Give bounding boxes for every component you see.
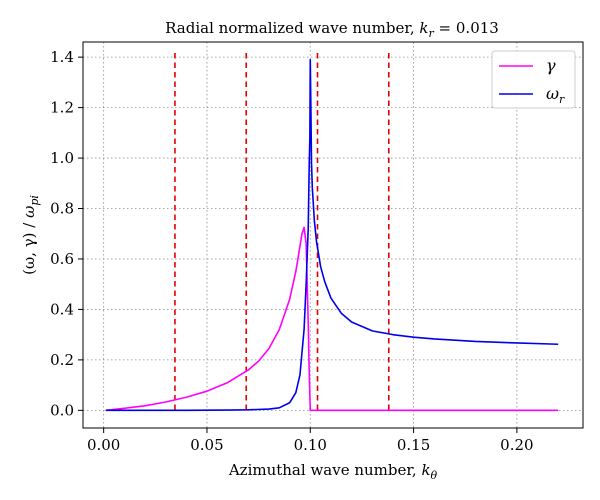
x-tick-label: 0.00 <box>87 436 120 454</box>
reference-lines <box>174 53 390 413</box>
legend: γ ωr <box>491 50 576 109</box>
x-tick-label: 0.15 <box>397 436 430 454</box>
y-tick-label: 0.4 <box>50 300 74 318</box>
chart-title: Radial normalized wave number, kr = 0.01… <box>165 19 499 40</box>
series-line-gamma <box>105 226 559 412</box>
x-axis-label: Azimuthal wave number, kθ <box>228 461 438 482</box>
y-tick-label: 0.2 <box>50 351 74 369</box>
legend-label-omega-r: ωr <box>546 84 565 106</box>
data-series <box>105 58 559 412</box>
x-tick-label: 0.10 <box>294 436 327 454</box>
axis-ticks: 0.00 0.05 0.10 0.15 0.20 0.0 0.2 0.4 0.6 0.8 1.0 1.… <box>50 48 533 454</box>
x-tick-label: 0.20 <box>500 436 533 454</box>
series-line-omega-r <box>105 58 559 412</box>
x-tick-label: 0.05 <box>190 436 223 454</box>
y-tick-label: 0.0 <box>50 401 74 419</box>
y-tick-label: 0.6 <box>50 250 74 268</box>
y-tick-label: 1.2 <box>50 99 74 117</box>
y-axis-label: (ω, γ) / ωpi <box>20 195 41 275</box>
legend-label-gamma: γ <box>546 56 556 75</box>
plot-frame <box>82 41 584 429</box>
y-tick-label: 1.0 <box>50 149 74 167</box>
y-tick-label: 1.4 <box>50 48 74 66</box>
y-tick-label: 0.8 <box>50 200 74 218</box>
